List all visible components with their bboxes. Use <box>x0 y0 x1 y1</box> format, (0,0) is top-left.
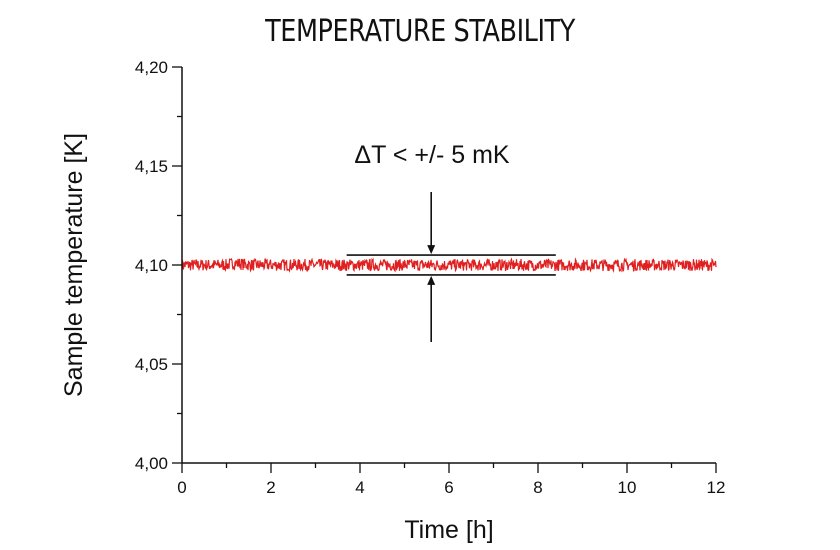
y-tick-label: 4,10 <box>135 256 168 275</box>
chart-title: TEMPERATURE STABILITY <box>265 14 575 49</box>
y-axis-label: Sample temperature [K] <box>60 133 88 397</box>
x-tick-label: 6 <box>444 478 453 497</box>
annotation <box>346 192 556 342</box>
x-tick-label: 12 <box>707 478 726 497</box>
series-layer <box>181 257 717 273</box>
x-tick-label: 2 <box>266 478 275 497</box>
x-tick-label: 4 <box>355 478 364 497</box>
y-tick-label: 4,00 <box>135 454 168 473</box>
x-tick-label: 8 <box>533 478 542 497</box>
y-tick-label: 4,20 <box>135 58 168 77</box>
y-tick-label: 4,05 <box>135 355 168 374</box>
x-axis-label: Time [h] <box>404 516 493 544</box>
arrow-up-head-icon <box>427 275 436 285</box>
series-line <box>181 257 717 273</box>
axes: 0 2 4 6 8 10 12 4,00 4,05 4,10 4,15 4,20 <box>135 58 726 497</box>
annotation-text: ΔT < +/- 5 mK <box>354 141 510 169</box>
arrow-down-head-icon <box>427 245 436 255</box>
x-tick-label: 10 <box>618 478 637 497</box>
x-tick-label: 0 <box>177 478 186 497</box>
y-tick-label: 4,15 <box>135 157 168 176</box>
